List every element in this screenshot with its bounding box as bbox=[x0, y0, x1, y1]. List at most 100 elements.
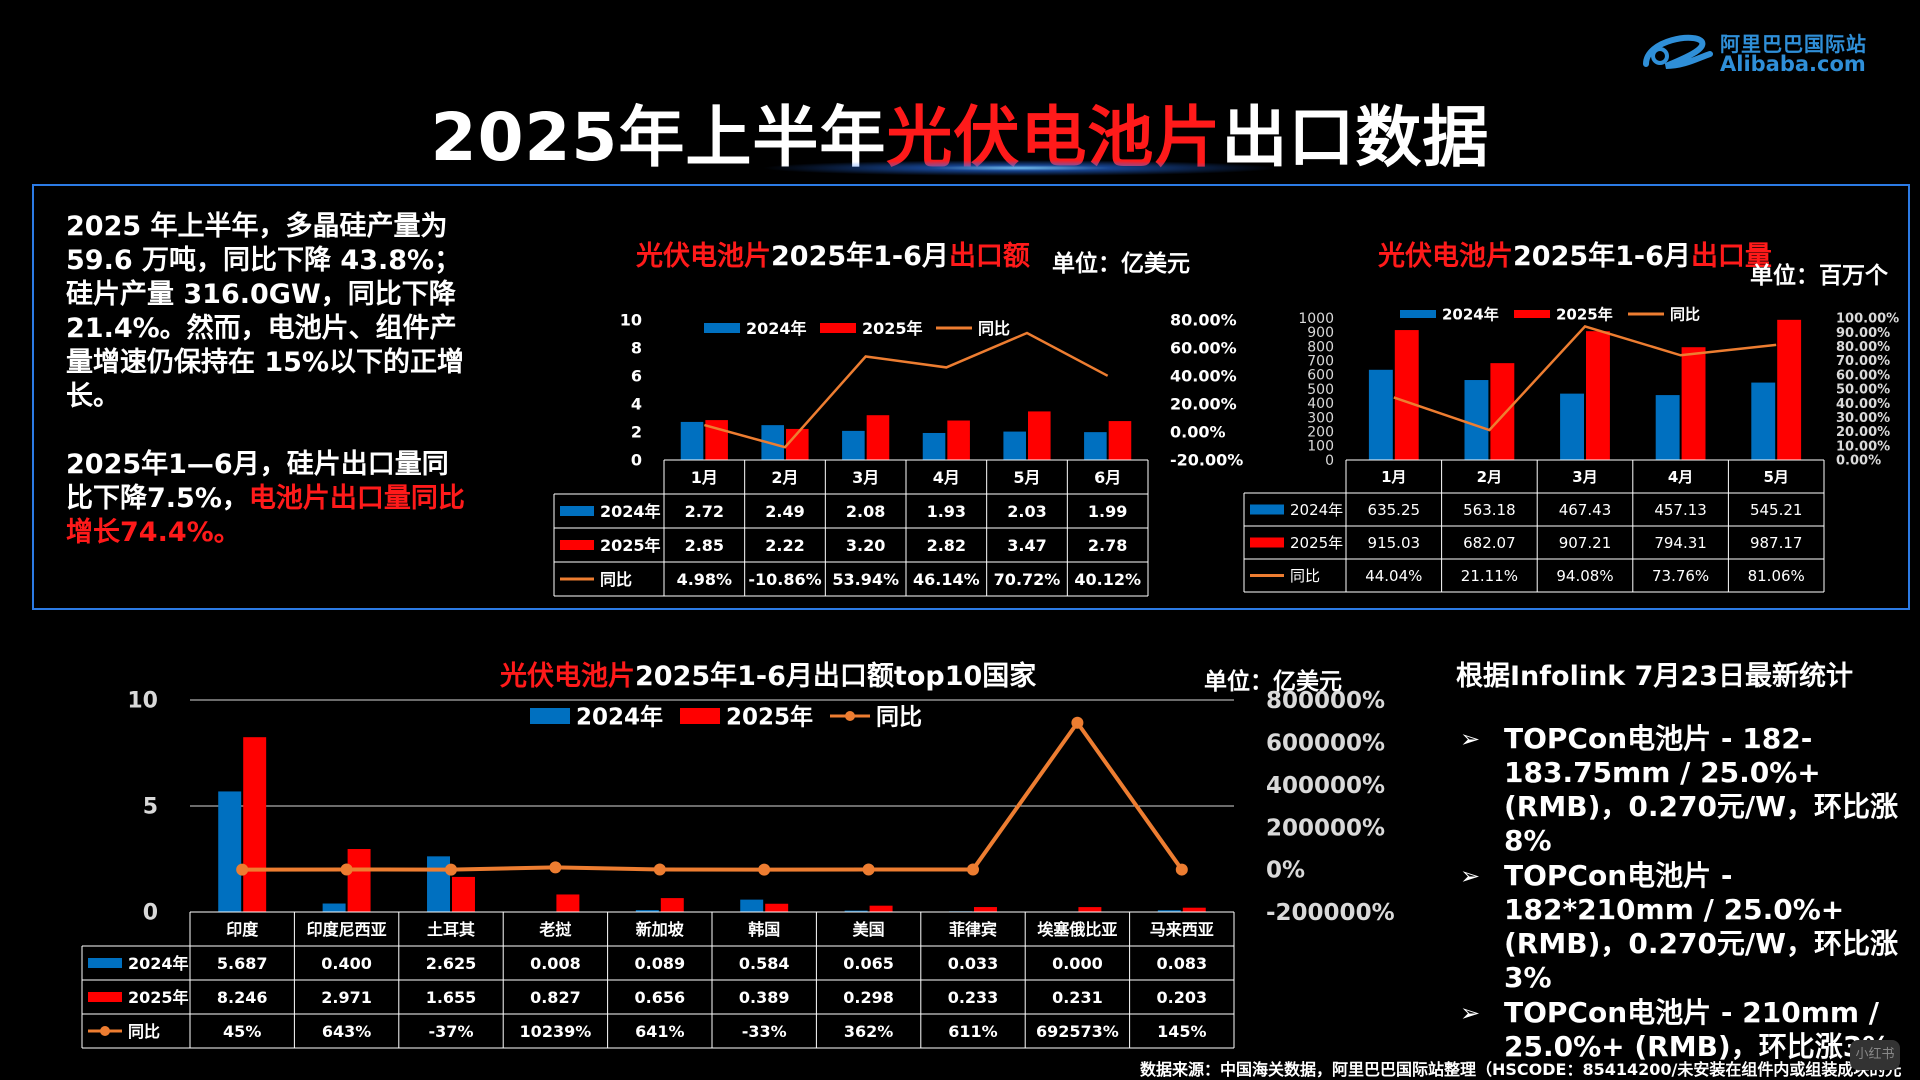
chart1-title-a: 光伏电池片 bbox=[636, 241, 771, 272]
legend-label: 同比 bbox=[1670, 305, 1700, 323]
y2-tick-label: 80.00% bbox=[1170, 311, 1237, 330]
bar-2024 bbox=[680, 421, 704, 460]
bar-2025 bbox=[974, 907, 997, 912]
table-cell: 40.12% bbox=[1074, 570, 1141, 589]
yoy-point bbox=[653, 863, 666, 876]
table-cell: 794.31 bbox=[1654, 534, 1707, 552]
y2-tick-label: 50.00% bbox=[1836, 383, 1890, 398]
y2-tick-label: 20.00% bbox=[1836, 425, 1890, 440]
table-cell: 3.47 bbox=[1007, 536, 1046, 555]
table-cell: 635.25 bbox=[1368, 501, 1421, 519]
bar-2024 bbox=[1003, 431, 1026, 460]
yoy-point bbox=[758, 863, 771, 876]
y2-tick-label: 0% bbox=[1266, 858, 1305, 884]
table-cell: 94.08% bbox=[1556, 567, 1613, 585]
chart2-title-a: 光伏电池片 bbox=[1378, 241, 1513, 272]
y2-tick-label: 40.00% bbox=[1836, 397, 1890, 412]
bar-2024 bbox=[1655, 395, 1680, 460]
intro-paragraph-1: 2025 年上半年，多晶硅产量为 59.6 万吨，同比下降 43.8%；硅片产量… bbox=[66, 211, 465, 412]
bar-2024 bbox=[218, 791, 242, 912]
stats-item: ➢ TOPCon电池片 - 210mm / 25.0%+ (RMB)，环比涨3% bbox=[1456, 996, 1906, 1064]
y2-tick-label: 0.00% bbox=[1170, 423, 1226, 442]
data-source-note: 数据来源：中国海关数据，阿里巴巴国际站整理（HSCODE：85414200/未安… bbox=[1140, 1060, 1902, 1079]
top-panel bbox=[32, 184, 1910, 610]
intro-p2-red: 电池片出口量同比增长74.4%。 bbox=[66, 483, 465, 548]
arrow-bullet-icon: ➢ bbox=[1460, 725, 1481, 753]
table-cell: 3.20 bbox=[846, 536, 885, 555]
alibaba-swirl-icon bbox=[1643, 34, 1713, 69]
intro-text: 2025 年上半年，多晶硅产量为 59.6 万吨，同比下降 43.8%；硅片产量… bbox=[66, 210, 466, 584]
y2-tick-label: 40.00% bbox=[1170, 367, 1237, 386]
bar-2025 bbox=[1586, 331, 1610, 460]
y2-tick-label: 60.00% bbox=[1170, 339, 1237, 358]
bar-2025 bbox=[1108, 421, 1132, 460]
x-category-label: 4月 bbox=[1668, 468, 1693, 486]
bar-2024 bbox=[844, 910, 868, 912]
watermark-badge: 小红书 bbox=[1850, 1040, 1900, 1070]
table-cell: 2.72 bbox=[685, 502, 724, 521]
y-tick-label: 500 bbox=[1307, 382, 1334, 398]
yoy-point bbox=[340, 863, 353, 876]
row-key-swatch bbox=[88, 992, 122, 1002]
bar-2025 bbox=[869, 905, 893, 912]
table-cell: 10239% bbox=[520, 1022, 592, 1041]
x-category-label: 印度 bbox=[226, 920, 259, 939]
bar-2025 bbox=[1777, 319, 1802, 460]
stats-item-text: TOPCon电池片 - 210mm / 25.0%+ (RMB)，环比涨3% bbox=[1504, 996, 1891, 1063]
table-cell: 1.99 bbox=[1088, 502, 1127, 521]
intro-paragraph-2: 2025年1—6月，硅片出口量同比下降7.5%，电池片出口量同比增长74.4%。 bbox=[66, 448, 466, 550]
table-cell: 2.971 bbox=[321, 988, 372, 1007]
title-glow-divider bbox=[760, 160, 1280, 176]
chart1-title: 光伏电池片2025年1-6月出口额 bbox=[636, 234, 1030, 273]
x-category-label: 1月 bbox=[691, 468, 718, 487]
yoy-line bbox=[242, 719, 1184, 872]
bar-2025 bbox=[452, 876, 475, 912]
y-tick-label: 900 bbox=[1307, 325, 1334, 341]
chart3-title-a: 光伏电池片 bbox=[500, 661, 635, 692]
table-row-label: 同比 bbox=[600, 570, 632, 589]
bar-2025 bbox=[1078, 907, 1102, 912]
yoy-point bbox=[549, 861, 562, 874]
y-tick-label: 8 bbox=[631, 339, 642, 358]
table-cell: 5.687 bbox=[217, 954, 268, 973]
table-cell: 0.656 bbox=[634, 988, 685, 1007]
x-category-label: 菲律宾 bbox=[949, 920, 997, 939]
y-tick-label: 200 bbox=[1307, 425, 1334, 441]
bar-2025 bbox=[556, 894, 580, 912]
row-key-swatch bbox=[560, 540, 594, 550]
table-cell: -37% bbox=[429, 1022, 474, 1041]
chart2-title-c: 出口量 bbox=[1690, 241, 1772, 272]
y-tick-label: 400 bbox=[1307, 396, 1334, 412]
x-category-label: 4月 bbox=[933, 468, 960, 487]
table-cell: 4.98% bbox=[677, 570, 733, 589]
table-cell: 467.43 bbox=[1559, 501, 1612, 519]
legend-label: 2024年 bbox=[1442, 305, 1499, 323]
yoy-point bbox=[1071, 716, 1084, 729]
bar-2025 bbox=[866, 415, 890, 460]
chart1-title-b: 2025年1-6月 bbox=[771, 241, 949, 272]
table-cell: 907.21 bbox=[1559, 534, 1612, 552]
x-category-label: 美国 bbox=[853, 920, 885, 939]
table-cell: 0.203 bbox=[1156, 988, 1207, 1007]
table-cell: 1.655 bbox=[426, 988, 477, 1007]
bar-2025 bbox=[1394, 330, 1419, 460]
row-key-swatch bbox=[1250, 504, 1284, 515]
y-tick-label: 700 bbox=[1307, 354, 1334, 370]
bar-2025 bbox=[947, 420, 970, 460]
y-tick-label: 10 bbox=[620, 311, 642, 330]
yoy-line bbox=[1393, 324, 1777, 432]
x-category-label: 2月 bbox=[1477, 468, 1502, 486]
alibaba-logo: 阿里巴巴国际站 Alibaba.com bbox=[1640, 22, 1880, 80]
y-tick-label: 300 bbox=[1307, 410, 1334, 426]
y2-tick-label: 30.00% bbox=[1836, 411, 1890, 426]
stats-list: ➢ TOPCon电池片 - 182-183.75mm / 25.0%+ (RMB)… bbox=[1456, 722, 1906, 1065]
y2-tick-label: 80.00% bbox=[1836, 340, 1890, 355]
bar-2024 bbox=[842, 430, 865, 460]
x-category-label: 3月 bbox=[1572, 468, 1597, 486]
table-row-label: 2025年 bbox=[1290, 534, 1343, 552]
y-tick-label: 600 bbox=[1307, 368, 1334, 384]
bar-2024 bbox=[1084, 432, 1107, 460]
y2-tick-label: 20.00% bbox=[1170, 395, 1237, 414]
yoy-point bbox=[967, 863, 979, 876]
x-category-label: 5月 bbox=[1763, 468, 1788, 486]
